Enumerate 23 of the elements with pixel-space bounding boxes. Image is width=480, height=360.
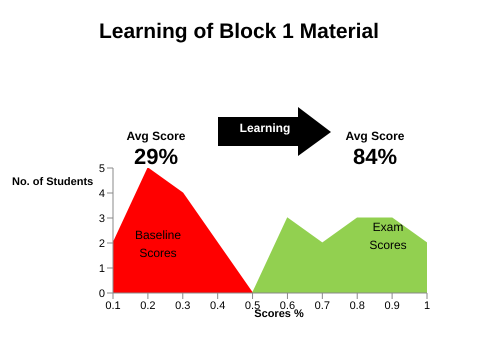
chart-title: Learning of Block 1 Material — [98, 20, 380, 44]
y-tick-label: 4 — [98, 188, 105, 200]
x-tick-label: 0.1 — [105, 300, 121, 312]
y-tick-label: 3 — [98, 212, 105, 225]
annotation: 84% — [352, 144, 398, 169]
annotation: 29% — [134, 144, 178, 169]
series-label: Baseline Scores — [134, 227, 182, 262]
x-tick-label: 0.8 — [350, 300, 365, 312]
text: Avg Score — [344, 129, 406, 143]
x-tick-label: 1 — [424, 300, 430, 312]
text: Learning — [238, 121, 292, 135]
x-tick-label: 0.9 — [384, 300, 400, 312]
x-tick-label: 0.2 — [140, 300, 156, 312]
y-tick-label: 2 — [98, 238, 105, 250]
x-tick-label: 0.7 — [314, 300, 330, 312]
y-tick-label: 5 — [98, 162, 105, 175]
y-tick-label: 1 — [98, 262, 105, 275]
y-tick-label: 0 — [98, 288, 105, 300]
text: Avg Score — [126, 129, 186, 143]
x-tick-label: 0.4 — [210, 300, 226, 312]
series-label: Exam Scores — [368, 219, 408, 254]
y-axis-title: No. of Students — [12, 176, 94, 188]
x-tick-label: 0.3 — [175, 300, 190, 312]
